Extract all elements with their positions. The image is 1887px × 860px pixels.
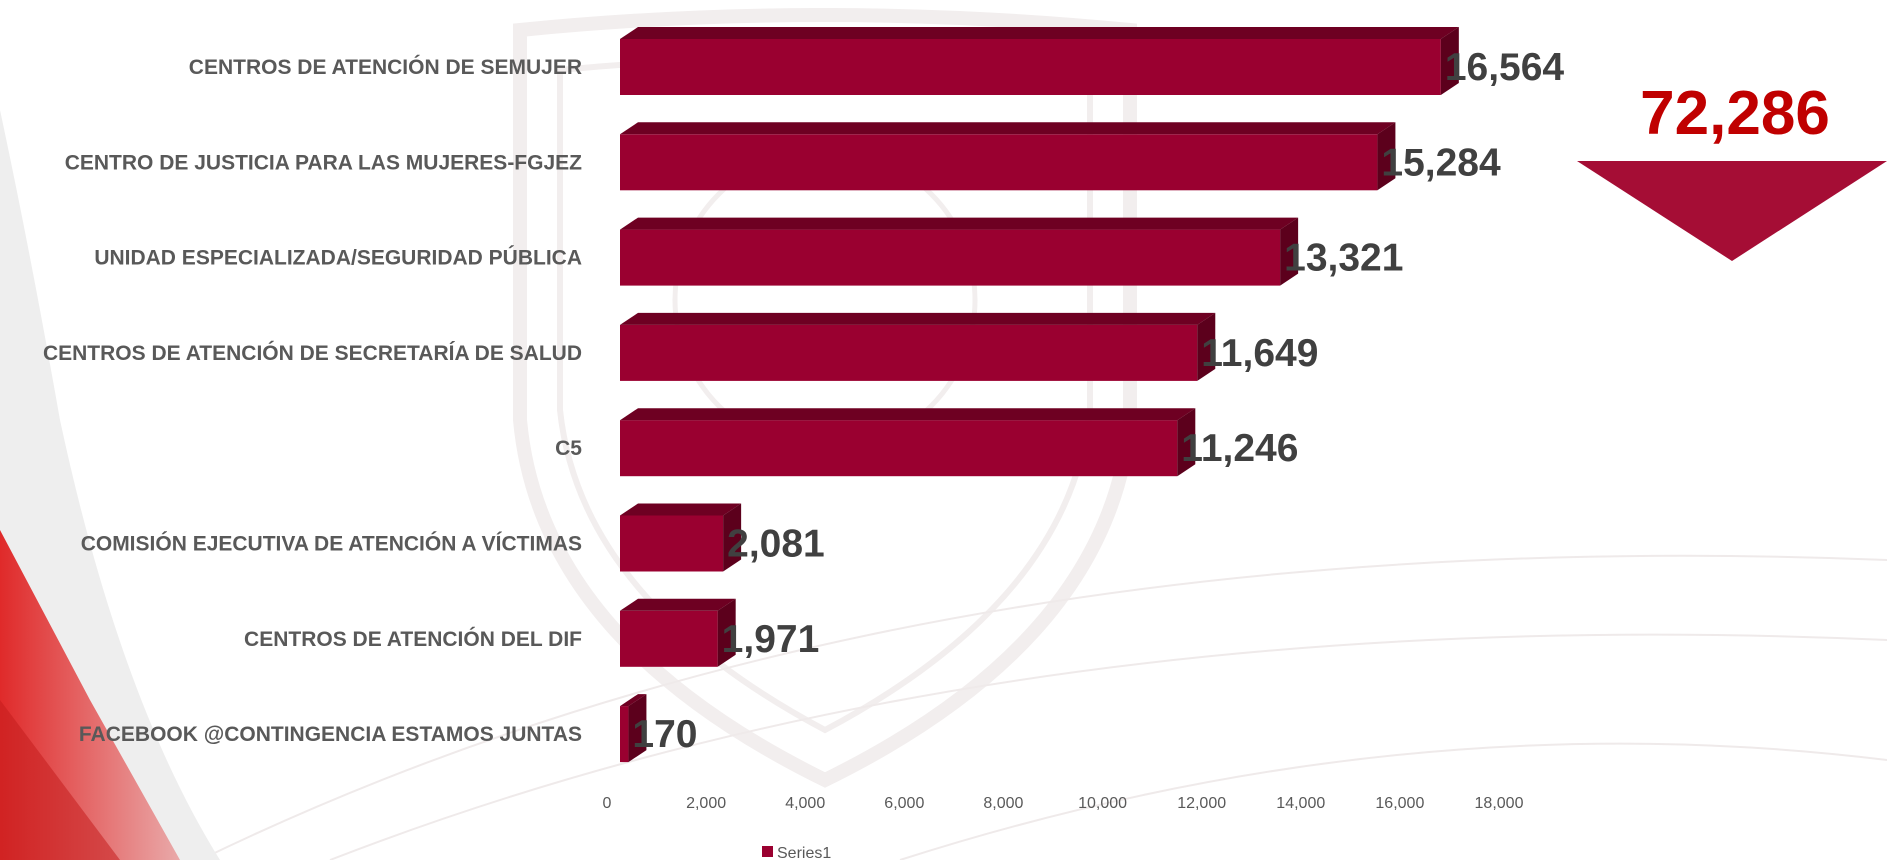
x-tick-label: 12,000 [1177, 795, 1226, 812]
bar-side-face [1377, 122, 1396, 191]
legend: Series1 [762, 845, 831, 860]
bar-front-face [620, 324, 1198, 381]
category-label: FACEBOOK @CONTINGENCIA ESTAMOS JUNTAS [79, 723, 582, 746]
bar-front-face [620, 420, 1178, 477]
bar [620, 694, 647, 763]
x-tick-label: 2,000 [686, 795, 726, 812]
data-label: 16,564 [1445, 46, 1565, 89]
bar [620, 598, 736, 667]
bar-top-face [620, 408, 1196, 421]
x-axis-ticks: 0 2,000 4,000 6,000 8,000 10,000 12,000 14,000 1… [603, 795, 1524, 812]
bar-front-face [620, 515, 724, 572]
bar-side-face [717, 598, 736, 667]
category-label: CENTROS DE ATENCIÓN DE SECRETARÍA DE SAL… [43, 341, 582, 365]
bar-side-face [1197, 312, 1216, 381]
bar [620, 27, 1459, 95]
bar [620, 408, 1196, 477]
bar-side-face [628, 694, 647, 763]
category-label: C5 [555, 437, 582, 460]
bar-top-face [620, 27, 1459, 39]
dark-red-swoosh [0, 700, 120, 860]
bar-side-face [1280, 217, 1299, 286]
total-callout: 72,286 [1570, 76, 1887, 266]
x-tick-label: 6,000 [884, 795, 924, 812]
data-label: 11,246 [1181, 427, 1298, 470]
bar-side-face [1440, 27, 1459, 95]
bar-front-face [620, 706, 629, 763]
bar-side-face [723, 503, 742, 572]
bar-top-face [620, 122, 1396, 135]
x-tick-label: 4,000 [785, 795, 825, 812]
x-tick-label: 18,000 [1475, 795, 1524, 812]
watermark-curves [199, 554, 1887, 860]
bar-top-face [620, 312, 1216, 325]
x-tick-label: 10,000 [1078, 795, 1127, 812]
legend-label: Series1 [777, 845, 831, 860]
bar-top-face [620, 217, 1299, 230]
category-label: UNIDAD ESPECIALIZADA/SEGURIDAD PÚBLICA [94, 246, 582, 270]
bar [620, 503, 742, 572]
x-tick-label: 16,000 [1375, 795, 1424, 812]
bar [620, 122, 1396, 191]
x-tick-label: 8,000 [983, 795, 1023, 812]
data-label: 15,284 [1381, 141, 1501, 184]
bar-front-face [620, 39, 1441, 95]
category-label: CENTRO DE JUSTICIA PARA LAS MUJERES-FGJE… [65, 151, 582, 174]
bar-top-face [620, 694, 647, 707]
category-label: COMISIÓN EJECUTIVA DE ATENCIÓN A VÍCTIMA… [81, 532, 582, 556]
x-tick-label: 0 [603, 795, 612, 812]
data-label: 1,971 [722, 618, 820, 661]
category-labels: CENTROS DE ATENCIÓN DE SEMUJER CENTRO DE … [43, 55, 582, 746]
bar [620, 312, 1216, 381]
category-label: CENTROS DE ATENCIÓN DE SEMUJER [189, 55, 582, 79]
data-labels: 16,564 15,284 13,321 11,649 11,246 2,081 1,971… [632, 46, 1564, 756]
x-tick-label: 14,000 [1276, 795, 1325, 812]
bar [620, 217, 1299, 286]
data-label: 170 [632, 713, 697, 756]
data-label: 11,649 [1201, 332, 1318, 375]
bar-top-face [620, 598, 736, 611]
category-label: CENTROS DE ATENCIÓN DEL DIF [244, 627, 582, 651]
bar-top-face [620, 503, 742, 516]
bar-front-face [620, 134, 1378, 191]
bar-front-face [620, 229, 1281, 286]
total-value: 72,286 [1640, 79, 1830, 148]
data-label: 2,081 [727, 523, 825, 566]
bar-front-face [620, 610, 718, 667]
bars-layer [620, 27, 1459, 763]
legend-swatch [762, 846, 773, 857]
bar-side-face [1177, 408, 1196, 477]
down-arrow-icon [1577, 161, 1887, 261]
data-label: 13,321 [1284, 237, 1403, 280]
